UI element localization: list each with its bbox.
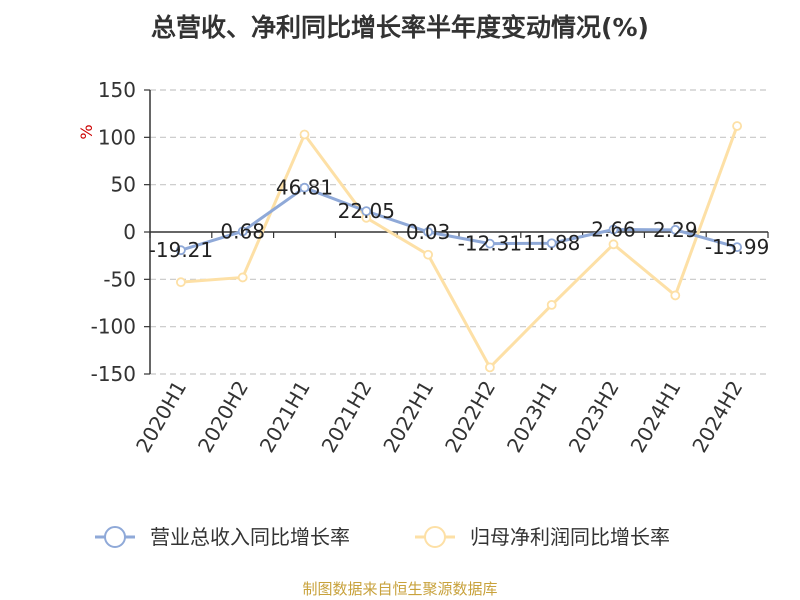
grid-lines bbox=[150, 89, 768, 375]
series-line bbox=[180, 125, 739, 369]
y-tick-label: 0 bbox=[123, 220, 136, 244]
chart-title: 总营收、净利同比增长率半年度变动情况(%) bbox=[151, 13, 649, 42]
data-point[interactable] bbox=[732, 121, 742, 131]
data-label: 22.05 bbox=[338, 199, 395, 223]
y-tick-label: 50 bbox=[111, 173, 136, 197]
x-tick-label: 2022H2 bbox=[440, 377, 500, 457]
data-label: -19.21 bbox=[149, 238, 213, 262]
x-tick-label: 2021H2 bbox=[317, 377, 377, 457]
data-point[interactable] bbox=[175, 277, 186, 288]
y-tick-label: -150 bbox=[91, 362, 136, 386]
data-point[interactable] bbox=[299, 182, 310, 193]
data-point[interactable] bbox=[732, 242, 742, 253]
y-axis-unit: % bbox=[77, 124, 96, 139]
x-tick-label: 2024H1 bbox=[626, 377, 686, 457]
data-point[interactable] bbox=[608, 239, 619, 250]
y-tick-label: -50 bbox=[103, 267, 136, 291]
legend-marker bbox=[104, 526, 126, 548]
data-point[interactable] bbox=[237, 272, 248, 283]
legend: 营业总收入同比增长率 归母净利润同比增长率 bbox=[95, 525, 670, 549]
y-tick-label: 150 bbox=[98, 78, 136, 102]
y-tick-label: 100 bbox=[98, 125, 136, 149]
data-point[interactable] bbox=[299, 129, 310, 140]
series bbox=[175, 121, 742, 373]
data-point[interactable] bbox=[608, 224, 619, 235]
data-label: -12.31 bbox=[458, 232, 522, 256]
data-point[interactable] bbox=[484, 362, 495, 373]
x-tick-label: 2020H1 bbox=[131, 377, 191, 457]
data-label: 2.29 bbox=[653, 218, 698, 242]
data-label: -15.99 bbox=[705, 235, 769, 259]
data-label: 46.81 bbox=[276, 176, 333, 200]
legend-label[interactable]: 归母净利润同比增长率 bbox=[470, 525, 670, 549]
x-tick-label: 2024H2 bbox=[687, 377, 747, 457]
data-label: 0.03 bbox=[406, 220, 451, 244]
data-point[interactable] bbox=[423, 227, 434, 237]
source-note: 制图数据来自恒生聚源数据库 bbox=[302, 580, 498, 598]
data-label: 11.88 bbox=[523, 231, 580, 255]
data-point[interactable] bbox=[546, 299, 557, 310]
data-point[interactable] bbox=[423, 249, 434, 260]
x-tick-label: 2020H2 bbox=[193, 377, 253, 457]
data-label: 0.68 bbox=[220, 219, 265, 243]
x-tick-label: 2021H1 bbox=[255, 377, 315, 457]
data-point[interactable] bbox=[546, 238, 557, 249]
x-tick-label: 2023H1 bbox=[502, 377, 562, 457]
legend-marker bbox=[424, 526, 446, 548]
series-line bbox=[180, 186, 738, 252]
data-label: 2.66 bbox=[591, 217, 636, 241]
x-tick-label: 2023H2 bbox=[564, 377, 624, 457]
y-tick-label: -100 bbox=[91, 315, 136, 339]
data-point[interactable] bbox=[175, 245, 186, 256]
x-tick-label: 2022H1 bbox=[378, 376, 438, 456]
data-point[interactable] bbox=[237, 226, 248, 237]
data-point[interactable] bbox=[484, 238, 495, 249]
data-point[interactable] bbox=[361, 206, 372, 217]
data-point[interactable] bbox=[670, 290, 681, 301]
legend-label[interactable]: 营业总收入同比增长率 bbox=[150, 525, 350, 549]
data-point[interactable] bbox=[670, 224, 681, 235]
